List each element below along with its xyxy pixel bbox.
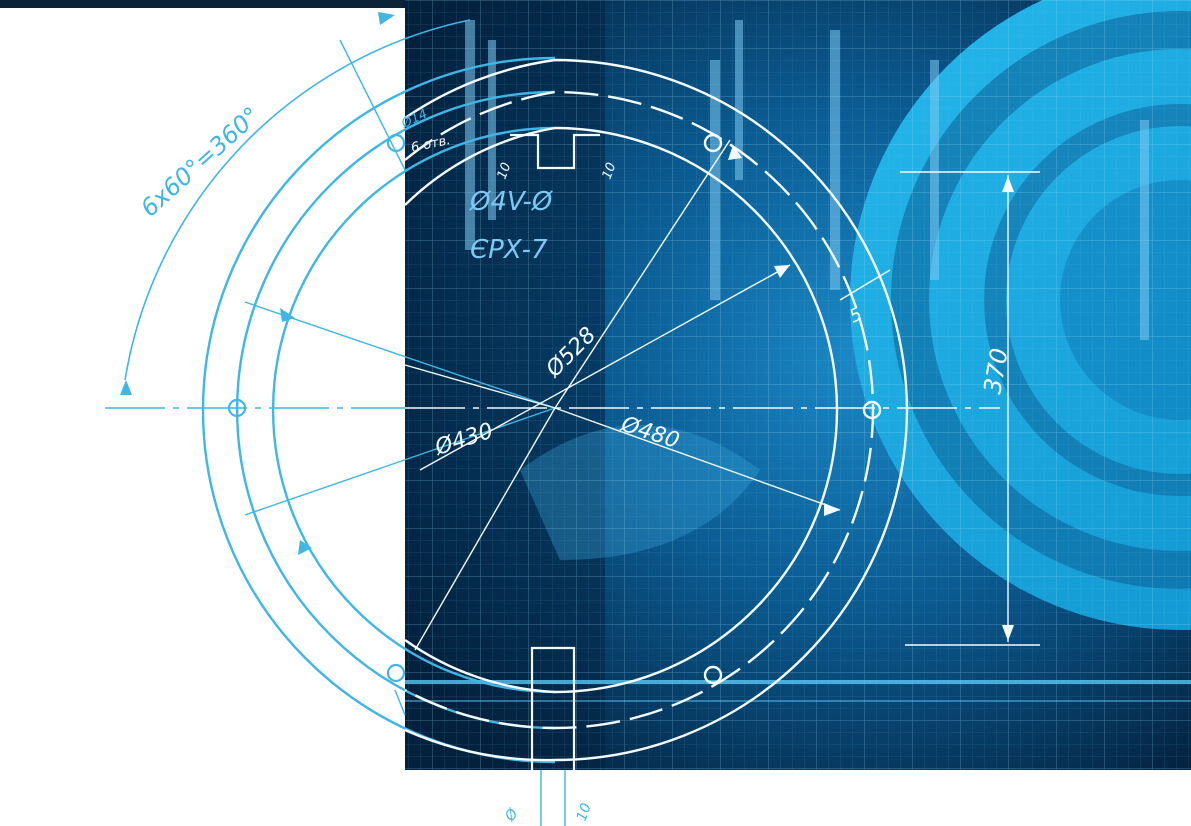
blueprint-photo-panel [405, 0, 1191, 770]
bottom-right-label: 10 [574, 801, 595, 823]
angle-spacing-label: 6x60°=360° [135, 101, 265, 222]
cyan-arrows [120, 12, 395, 555]
code-label-2: Ø4V-Ø [469, 187, 554, 217]
cyan-bolt-holes [227, 133, 406, 683]
white-arrows [728, 145, 1014, 641]
code-label-1: ЄРХ-7 [470, 235, 548, 265]
cyan-drawing-left [105, 19, 556, 764]
notch-left-label: 10 [495, 161, 515, 182]
notch-right-label: 10 [600, 161, 620, 182]
white-drawing [404, 58, 1040, 826]
white-bolt-holes [703, 133, 882, 685]
